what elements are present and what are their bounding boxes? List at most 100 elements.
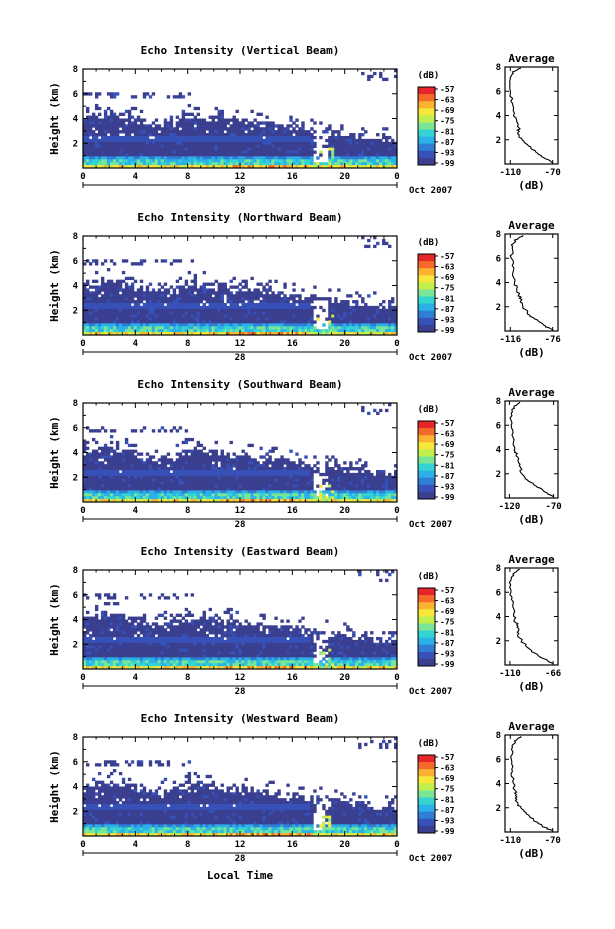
heatmap-cell bbox=[103, 300, 108, 304]
heatmap-cell bbox=[343, 314, 347, 318]
heatmap-cell bbox=[115, 279, 120, 283]
heatmap-cell bbox=[136, 118, 141, 122]
heatmap-cell bbox=[193, 118, 198, 122]
heatmap-cell bbox=[103, 332, 108, 335]
heatmap-cell bbox=[283, 144, 287, 149]
heatmap-cell bbox=[301, 305, 305, 310]
heatmap-cell bbox=[355, 484, 359, 488]
heatmap-cell bbox=[214, 481, 218, 485]
heatmap-cell bbox=[172, 461, 177, 465]
heatmap-cell bbox=[328, 305, 332, 310]
heatmap-cell bbox=[328, 314, 332, 318]
heatmap-cell bbox=[256, 475, 260, 480]
heatmap-cell bbox=[97, 499, 102, 502]
heatmap-cell bbox=[214, 305, 218, 310]
heatmap-cell bbox=[169, 317, 174, 321]
heatmap-cell bbox=[385, 332, 389, 335]
heatmap-cell bbox=[316, 467, 320, 471]
heatmap-cell bbox=[193, 156, 198, 160]
heatmap-cell bbox=[148, 332, 153, 335]
heatmap-cell bbox=[280, 475, 284, 480]
heatmap-cell bbox=[169, 329, 174, 333]
heatmap-cell bbox=[220, 291, 224, 295]
heatmap-cell bbox=[169, 127, 174, 131]
heatmap-cell bbox=[133, 429, 138, 433]
heatmap-cell bbox=[241, 159, 245, 163]
heatmap-cell bbox=[94, 461, 99, 465]
heatmap-cell bbox=[253, 332, 257, 335]
heatmap-cell bbox=[181, 472, 186, 477]
heatmap-cell bbox=[274, 487, 278, 491]
heatmap-cell bbox=[148, 472, 153, 477]
heatmap-cell bbox=[217, 481, 221, 485]
heatmap-cell bbox=[121, 311, 126, 316]
heatmap-cell bbox=[202, 159, 207, 163]
heatmap-cell bbox=[304, 467, 308, 471]
heatmap-cell bbox=[346, 332, 350, 335]
heatmap-cell bbox=[232, 464, 236, 468]
heatmap-cell bbox=[83, 449, 87, 453]
heatmap-cell bbox=[286, 499, 290, 502]
heatmap-cell bbox=[205, 320, 209, 324]
heatmap-cell bbox=[373, 329, 377, 333]
heatmap-cell bbox=[337, 308, 341, 313]
heatmap-cell bbox=[127, 297, 132, 301]
heatmap-cell bbox=[361, 481, 365, 485]
heatmap-cell bbox=[88, 332, 93, 335]
heatmap-cell bbox=[352, 138, 356, 143]
heatmap-cell bbox=[115, 329, 120, 333]
heatmap-cell bbox=[352, 144, 356, 149]
heatmap-cell bbox=[238, 481, 242, 485]
heatmap-cell bbox=[109, 118, 114, 122]
heatmap-cell bbox=[382, 144, 386, 149]
heatmap-cell bbox=[352, 475, 356, 480]
heatmap-cell bbox=[124, 452, 129, 456]
heatmap-cell bbox=[394, 326, 397, 330]
heatmap-cell bbox=[286, 475, 290, 480]
heatmap-cell bbox=[301, 478, 305, 483]
heatmap-cell bbox=[145, 496, 150, 500]
heatmap-cell bbox=[232, 326, 236, 330]
heatmap-cell bbox=[256, 461, 260, 465]
heatmap-cell bbox=[181, 291, 186, 295]
heatmap-cell bbox=[253, 314, 257, 318]
heatmap-cell bbox=[385, 165, 389, 168]
heatmap-cell bbox=[244, 282, 248, 286]
heatmap-cell bbox=[295, 124, 299, 128]
heatmap-cell bbox=[307, 469, 311, 474]
heatmap-cell bbox=[337, 138, 341, 143]
heatmap-cell bbox=[118, 130, 123, 134]
heatmap-cell bbox=[229, 332, 233, 335]
heatmap-cell bbox=[196, 478, 201, 483]
heatmap-cell bbox=[373, 159, 377, 163]
heatmap-cell bbox=[172, 467, 177, 471]
heatmap-cell bbox=[364, 332, 368, 335]
date-label: 28 bbox=[235, 186, 246, 196]
profile-title: Average bbox=[508, 219, 555, 232]
heatmap-cell bbox=[169, 490, 174, 494]
heatmap-cell bbox=[358, 311, 362, 316]
heatmap-cell bbox=[361, 159, 365, 163]
heatmap-cell bbox=[277, 493, 281, 497]
heatmap-cell bbox=[130, 147, 135, 151]
heatmap-cell bbox=[100, 499, 105, 502]
heatmap-cell bbox=[91, 156, 96, 160]
heatmap-cell bbox=[130, 326, 135, 330]
heatmap-cell bbox=[253, 118, 257, 122]
heatmap-cell bbox=[166, 317, 171, 321]
heatmap-cell bbox=[133, 294, 138, 298]
heatmap-cell bbox=[127, 484, 132, 488]
heatmap-cell bbox=[130, 288, 135, 292]
heatmap-cell bbox=[181, 288, 186, 292]
heatmap-cell bbox=[112, 481, 117, 485]
heatmap-cell bbox=[226, 294, 230, 298]
heatmap-cell bbox=[193, 461, 198, 465]
heatmap-cell bbox=[124, 329, 129, 333]
heatmap-cell bbox=[349, 475, 353, 480]
heatmap-cell bbox=[298, 496, 302, 500]
heatmap-cell bbox=[136, 472, 141, 477]
heatmap-cell bbox=[214, 162, 218, 166]
heatmap-cell bbox=[226, 472, 230, 477]
heatmap-cell bbox=[250, 467, 254, 471]
heatmap-cell bbox=[334, 478, 338, 483]
